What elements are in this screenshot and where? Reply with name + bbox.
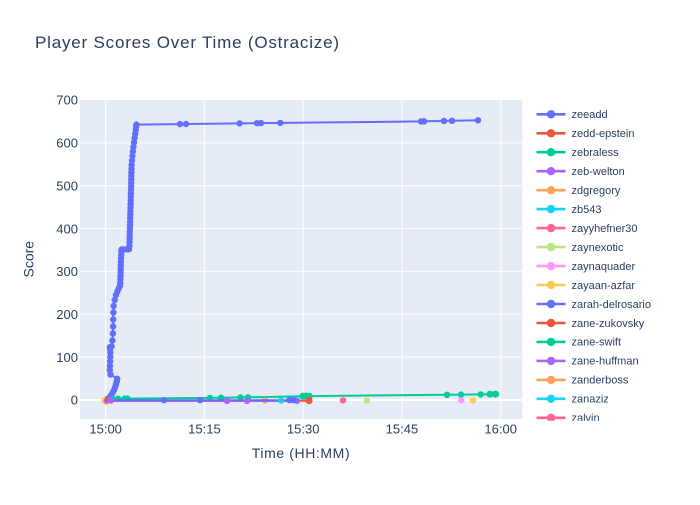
svg-text:100: 100	[56, 350, 78, 365]
svg-text:16:00: 16:00	[484, 421, 517, 436]
svg-text:500: 500	[56, 178, 78, 193]
svg-text:zane-swift: zane-swift	[572, 337, 622, 349]
svg-text:Player Scores Over Time (Ostra: Player Scores Over Time (Ostracize)	[35, 33, 340, 52]
svg-text:Time (HH:MM): Time (HH:MM)	[252, 445, 350, 461]
svg-text:zane-zukovsky: zane-zukovsky	[572, 318, 645, 330]
svg-text:300: 300	[56, 264, 78, 279]
svg-text:zalvin: zalvin	[572, 413, 600, 425]
svg-text:zane-huffman: zane-huffman	[572, 356, 639, 368]
svg-text:15:45: 15:45	[386, 421, 419, 436]
svg-text:Score: Score	[21, 241, 37, 278]
svg-text:15:00: 15:00	[89, 421, 122, 436]
svg-text:600: 600	[56, 136, 78, 151]
svg-text:zeeadd: zeeadd	[572, 109, 608, 121]
svg-text:zayyhefner30: zayyhefner30	[572, 223, 638, 235]
svg-text:15:15: 15:15	[188, 421, 221, 436]
svg-text:zanderboss: zanderboss	[572, 375, 629, 387]
svg-text:zebraless: zebraless	[572, 147, 620, 159]
svg-text:zayaan-azfar: zayaan-azfar	[572, 280, 636, 292]
svg-text:15:30: 15:30	[287, 421, 320, 436]
svg-text:zaynaquader: zaynaquader	[572, 261, 636, 273]
svg-text:400: 400	[56, 221, 78, 236]
svg-text:zedd-epstein: zedd-epstein	[572, 128, 635, 140]
svg-text:zarah-delrosario: zarah-delrosario	[572, 299, 651, 311]
svg-text:200: 200	[56, 307, 78, 322]
svg-text:zdgregory: zdgregory	[572, 185, 621, 197]
svg-text:zb543: zb543	[572, 204, 602, 216]
svg-text:700: 700	[56, 93, 78, 108]
svg-text:zanaziz: zanaziz	[572, 394, 609, 406]
svg-text:zeb-welton: zeb-welton	[572, 166, 625, 178]
svg-text:0: 0	[71, 393, 78, 408]
svg-text:zaynexotic: zaynexotic	[572, 242, 624, 254]
